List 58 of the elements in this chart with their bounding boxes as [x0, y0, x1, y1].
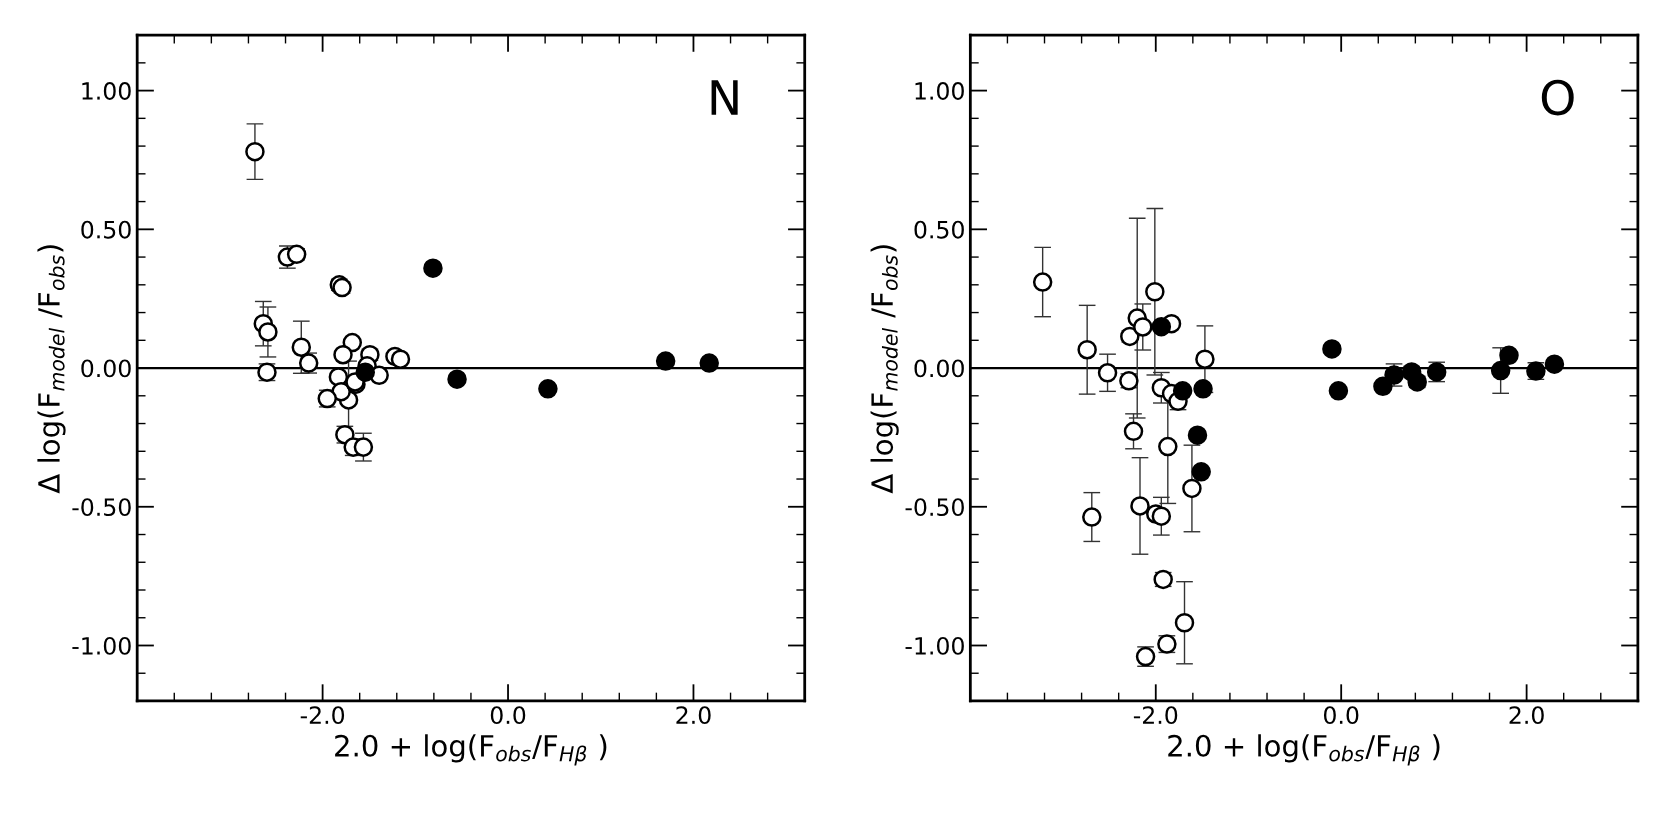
- x-tick-label: 0.0: [490, 706, 526, 725]
- point: [1133, 317, 1153, 337]
- point: [1490, 360, 1511, 381]
- x-axis-title: 2.0 + log(F$_{obs}$/F$_{Hβ}$ ): [1168, 734, 1440, 766]
- x-tick-label: 2.0: [676, 706, 711, 725]
- x-tick-label: 0.0: [1323, 706, 1359, 725]
- y-tick-label: 1.00: [915, 82, 964, 100]
- y-axis-title: Δ log(F$_{model}$ /F$_{obs}$): [870, 245, 899, 494]
- point: [447, 369, 467, 389]
- y-tick-label: -1.00: [72, 636, 131, 655]
- point: [1151, 316, 1172, 337]
- point: [1032, 272, 1053, 292]
- y-tick-label: 0.00: [914, 359, 964, 378]
- point: [1151, 506, 1172, 526]
- point: [258, 322, 278, 342]
- point: [1193, 379, 1213, 399]
- point: [1191, 462, 1211, 482]
- point: [1195, 349, 1215, 369]
- point: [423, 258, 443, 278]
- point: [245, 141, 265, 162]
- annotation: N: [711, 80, 738, 115]
- point: [1097, 363, 1118, 383]
- point: [1373, 376, 1393, 397]
- point: [353, 437, 374, 457]
- point: [1145, 282, 1165, 302]
- point: [390, 349, 411, 369]
- point: [1130, 496, 1150, 516]
- point: [1082, 507, 1102, 527]
- x-tick-label: -2.0: [1133, 706, 1178, 725]
- y-tick-label: 0.50: [81, 220, 131, 239]
- point: [699, 353, 719, 373]
- x-axis-title: 2.0 + log(F$_{obs}$/F$_{Hβ}$ ): [335, 734, 607, 766]
- point: [1322, 339, 1342, 359]
- point: [1123, 421, 1144, 442]
- point: [655, 351, 676, 371]
- y-tick-label: 1.00: [82, 82, 131, 100]
- y-axis-title: Δ log(F$_{model}$ /F$_{obs}$): [37, 245, 66, 494]
- point: [1544, 354, 1565, 374]
- point: [291, 337, 312, 357]
- x-tick-label: 2.0: [1509, 706, 1544, 725]
- point: [1187, 425, 1208, 445]
- point: [333, 344, 353, 365]
- y-tick-label: 0.00: [81, 359, 131, 378]
- y-tick-label: -1.00: [905, 636, 964, 655]
- point: [1172, 381, 1193, 401]
- point: [1174, 612, 1195, 633]
- x-tick-label: -2.0: [300, 706, 345, 725]
- point: [1499, 345, 1519, 366]
- point: [1328, 381, 1349, 401]
- annotation: O: [1541, 79, 1574, 116]
- y-tick-label: -0.50: [905, 498, 964, 517]
- point: [538, 379, 558, 399]
- y-tick-label: -0.50: [72, 498, 131, 517]
- y-tick-label: 0.50: [914, 220, 964, 239]
- point: [1077, 339, 1097, 360]
- point: [1182, 478, 1202, 499]
- point: [355, 362, 376, 382]
- point: [1158, 436, 1178, 457]
